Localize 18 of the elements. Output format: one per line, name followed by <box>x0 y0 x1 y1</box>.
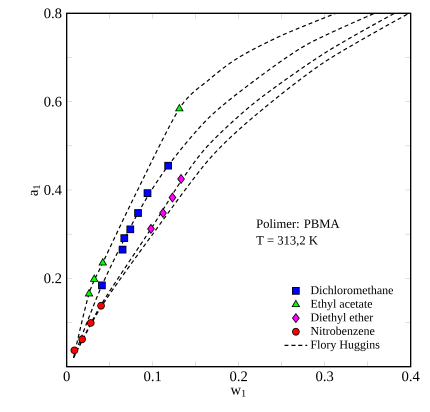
y-axis-title: a$_{1}$ <box>30 185 40 196</box>
y-tick-label: 0.8 <box>44 8 62 18</box>
y-tick-label: 0.4 <box>44 185 62 195</box>
y-tick-label: 0.2 <box>44 273 62 284</box>
legend-label: Diethyl ether <box>310 312 374 324</box>
annotation: Polimer: PBMA <box>256 219 340 228</box>
annotation: T = 313,2 K <box>256 236 318 246</box>
legend-label: Dichloromethane <box>310 286 394 294</box>
y-tick-label: 0.6 <box>44 96 62 107</box>
x-tick-label: 0.4 <box>402 371 420 382</box>
x-tick-label: 0.2 <box>230 371 247 382</box>
x-tick-label: 0.3 <box>316 371 334 382</box>
x-tick-label: 0 <box>64 371 70 382</box>
x-tick-label: 0.1 <box>144 371 161 382</box>
legend-label: Ethyl acetate <box>310 299 372 310</box>
legend-label: Nitrobenzene <box>310 326 374 336</box>
legend-label: Flory Huggins <box>310 340 380 352</box>
x-axis-title: w$_{1}$ <box>230 388 246 397</box>
